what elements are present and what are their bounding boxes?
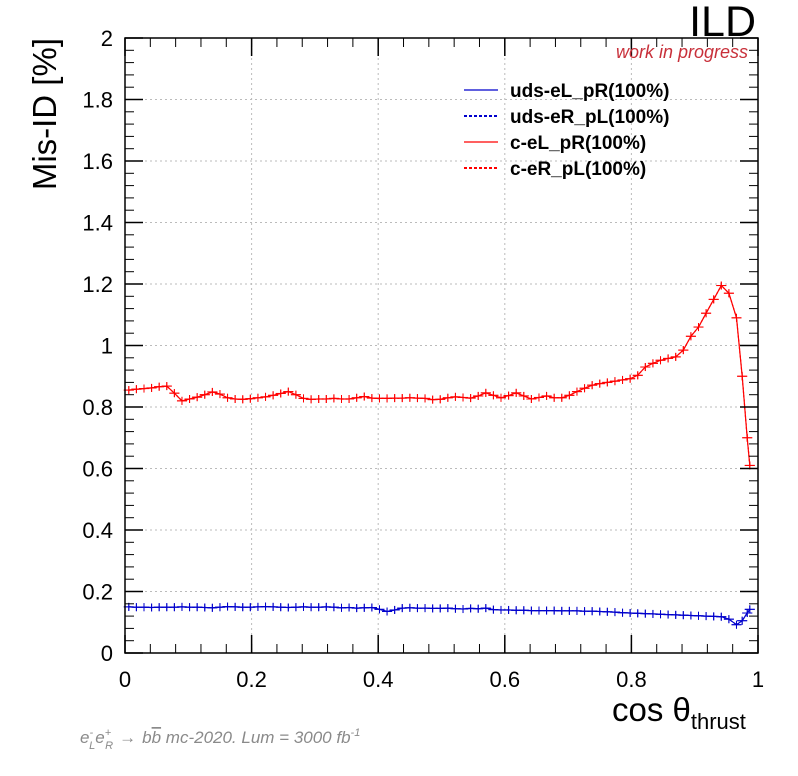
grid — [125, 38, 758, 653]
legend-label: c-eL_pR(100%) — [510, 133, 646, 154]
footnote-positron-sub: R — [105, 740, 113, 752]
footnote-electron: e — [80, 728, 89, 747]
y-axis-title: Mis-ID [%] — [26, 38, 63, 190]
y-tick-label: 2 — [101, 26, 113, 51]
y-tick-label: 1.4 — [82, 211, 113, 236]
footnote-bbar: b — [152, 728, 161, 747]
footnote-lum-sup: -1 — [351, 727, 361, 739]
x-tick-label: 0.4 — [363, 667, 394, 692]
y-tick-label: 1 — [101, 334, 113, 359]
status-label: work in progress — [616, 42, 748, 62]
legend: uds-eL_pR(100%) uds-eR_pL(100%) c-eL_pR(10… — [464, 81, 669, 180]
x-tick-label: 0 — [119, 667, 131, 692]
x-tick-label: 0.2 — [236, 667, 267, 692]
y-tick-label: 0.2 — [82, 580, 113, 605]
x-axis-title: cos θthrust — [612, 691, 746, 734]
footnote-electron-sup: - — [89, 727, 93, 739]
experiment-label: ILD — [689, 0, 756, 46]
footnote-electron-sub: L — [89, 740, 95, 752]
y-tick-label: 0 — [101, 641, 113, 666]
legend-label: c-eR_pL(100%) — [510, 159, 646, 180]
y-tick-label: 0.8 — [82, 395, 113, 420]
y-tick-label: 0.4 — [82, 518, 113, 543]
x-axis-title-main: cos θ — [612, 691, 691, 728]
x-tick-label: 1 — [752, 667, 764, 692]
x-tick-label: 0.8 — [616, 667, 647, 692]
legend-label: uds-eR_pL(100%) — [510, 107, 669, 128]
y-tick-label: 1.6 — [82, 149, 113, 174]
x-axis-title-sub: thrust — [691, 709, 746, 734]
y-tick-label: 1.2 — [82, 272, 113, 297]
footnote-positron-sup: + — [105, 727, 112, 739]
footnote-text: mc-2020. Lum = 3000 fb — [161, 728, 350, 747]
y-tick-label: 1.8 — [82, 88, 113, 113]
x-tick-labels: 0 0.2 0.4 0.6 0.8 1 — [119, 667, 764, 692]
footnote-positron: e — [95, 728, 104, 747]
y-tick-labels: 0 0.2 0.4 0.6 0.8 1 1.2 1.4 1.6 1.8 2 — [82, 26, 113, 666]
x-tick-label: 0.6 — [490, 667, 521, 692]
footnote: e-Le+ R → bb mc-2020. Lum = 3000 fb-1 — [80, 727, 360, 752]
axis-ticks — [124, 37, 759, 654]
legend-label: uds-eL_pR(100%) — [510, 81, 669, 102]
series-markers — [123, 281, 755, 629]
y-tick-label: 0.6 — [82, 457, 113, 482]
footnote-arrow: → — [119, 728, 136, 747]
footnote-b: b — [142, 728, 151, 747]
